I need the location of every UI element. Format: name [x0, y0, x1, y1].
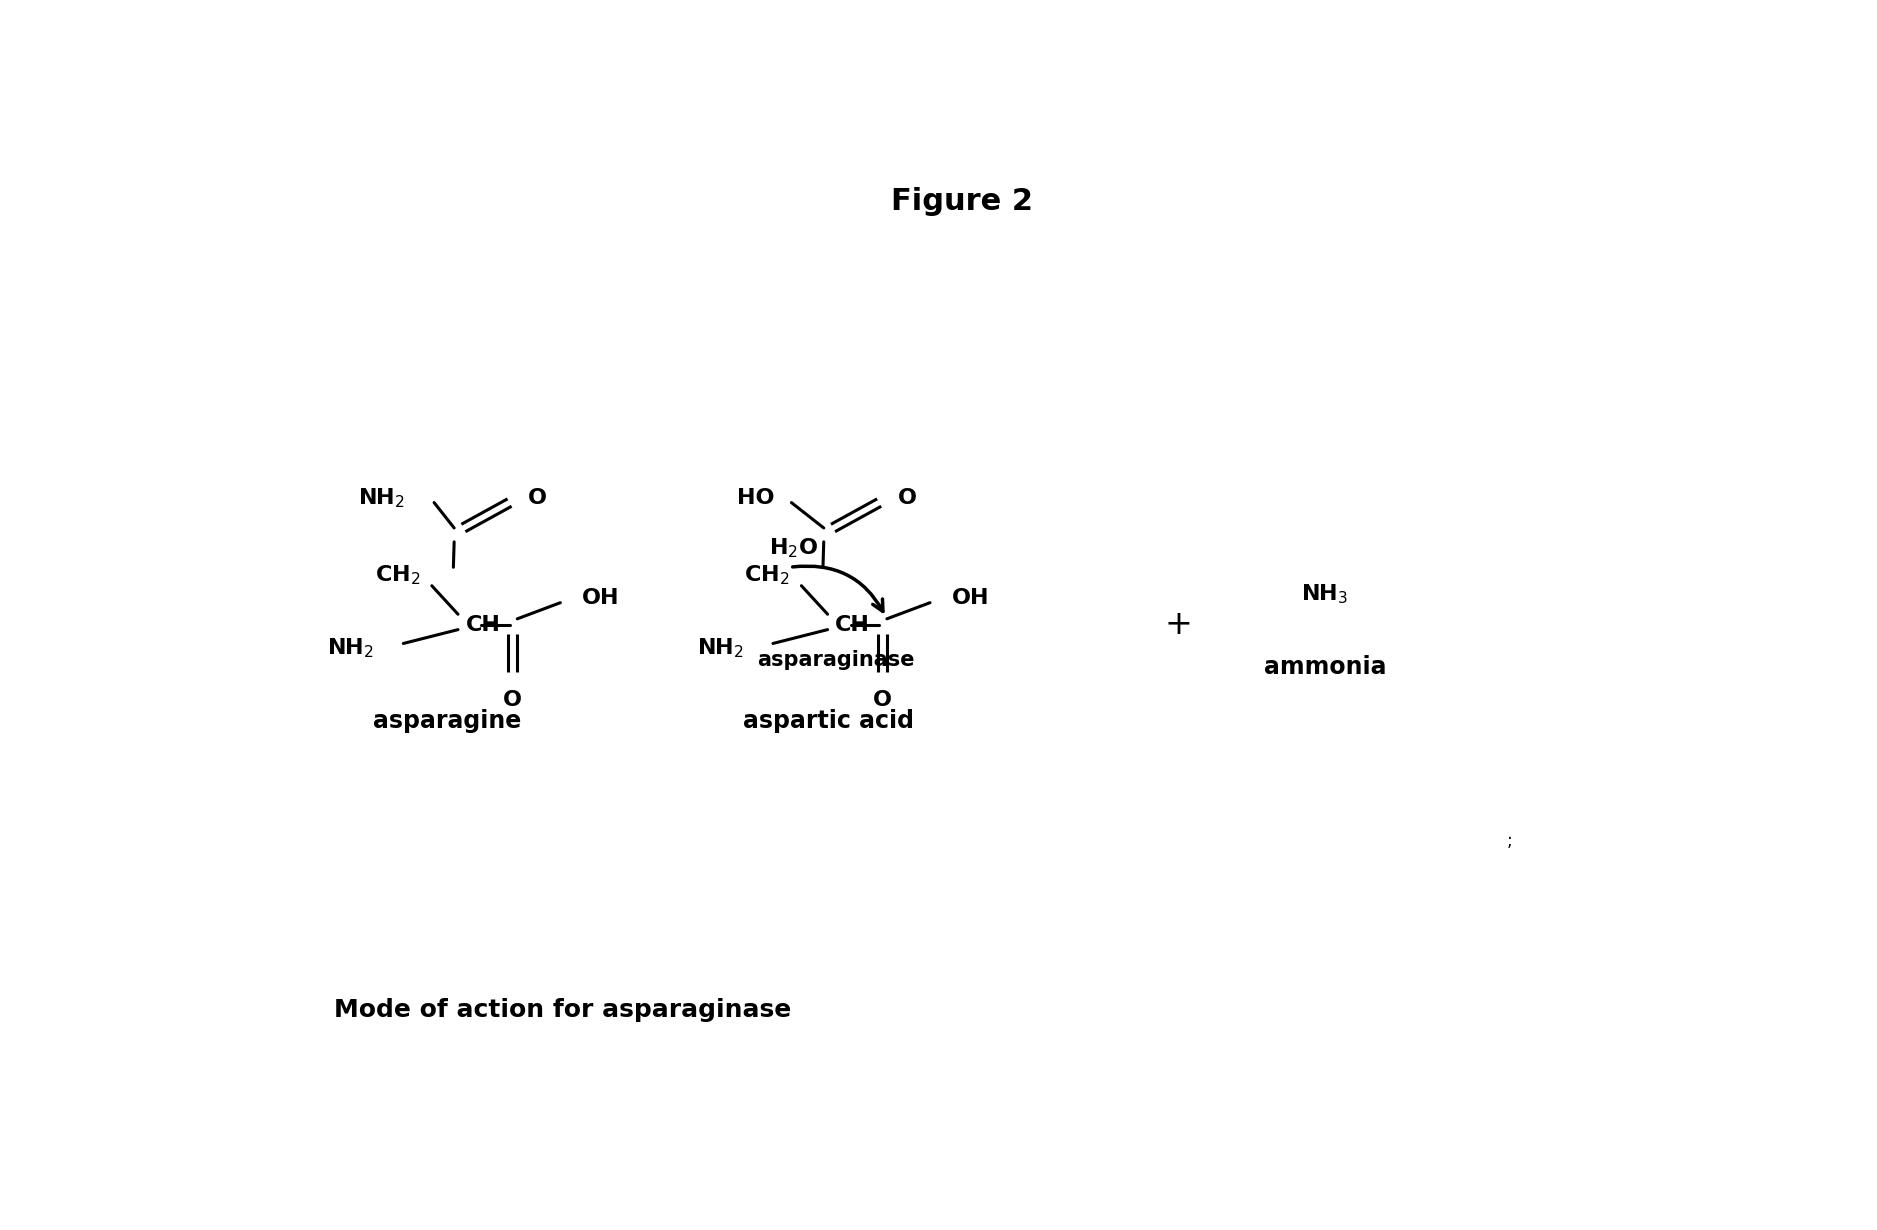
Text: CH$_2$: CH$_2$ — [745, 563, 790, 587]
Text: NH$_2$: NH$_2$ — [359, 486, 405, 509]
Text: ammonia: ammonia — [1263, 656, 1387, 679]
Text: CH: CH — [465, 615, 501, 635]
Text: ;: ; — [1507, 831, 1513, 850]
Text: CH$_2$: CH$_2$ — [375, 563, 420, 587]
Text: OH: OH — [952, 588, 989, 608]
Text: Mode of action for asparaginase: Mode of action for asparaginase — [334, 998, 792, 1022]
Text: +: + — [1166, 609, 1192, 642]
Text: NH$_2$: NH$_2$ — [327, 636, 374, 661]
Text: asparagine: asparagine — [374, 710, 522, 733]
Text: Figure 2: Figure 2 — [890, 187, 1032, 216]
Text: O: O — [503, 690, 522, 711]
Text: HO: HO — [738, 488, 775, 508]
Text: CH: CH — [835, 615, 871, 635]
Text: H$_2$O: H$_2$O — [770, 536, 818, 560]
Text: asparaginase: asparaginase — [756, 649, 914, 669]
Text: aspartic acid: aspartic acid — [743, 710, 914, 733]
Text: OH: OH — [582, 588, 619, 608]
Text: NH$_3$: NH$_3$ — [1301, 582, 1350, 606]
Text: O: O — [873, 690, 892, 711]
Text: O: O — [897, 488, 916, 508]
Text: NH$_2$: NH$_2$ — [696, 636, 743, 661]
Text: O: O — [527, 488, 546, 508]
